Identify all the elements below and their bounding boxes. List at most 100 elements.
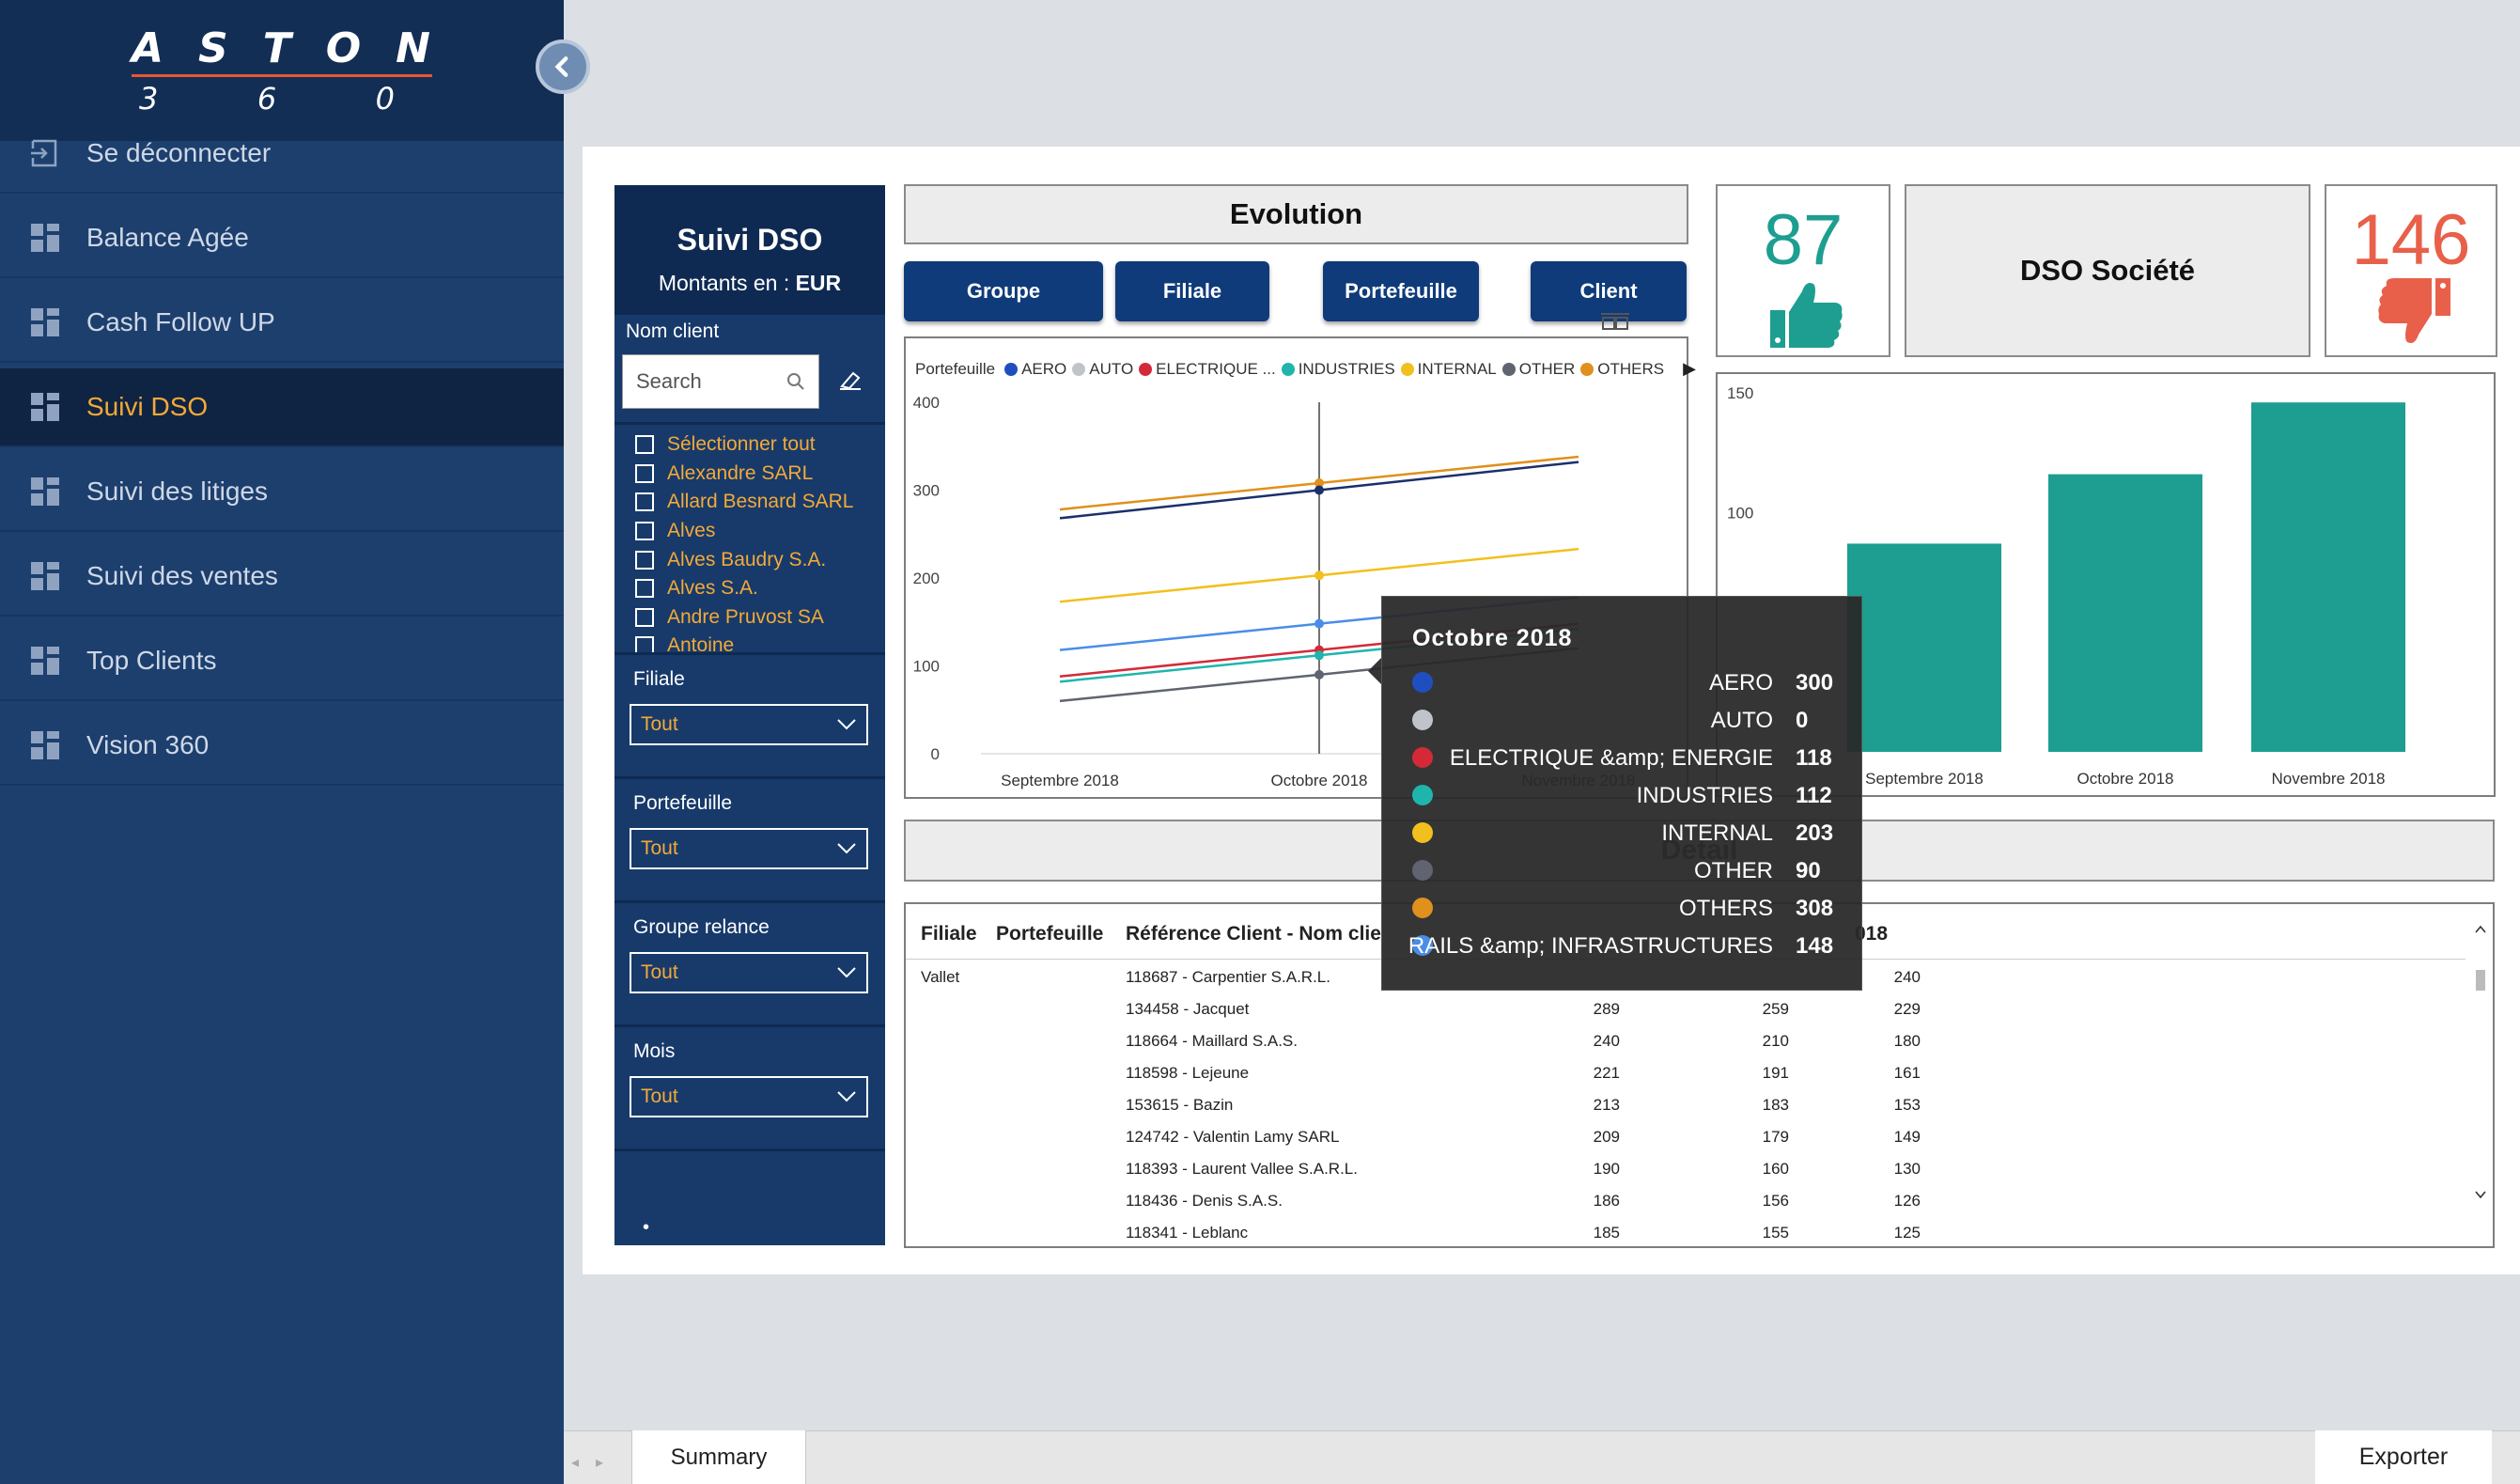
col-header-portefeuille[interactable]: Portefeuille: [996, 923, 1104, 945]
btn-groupe[interactable]: Groupe: [904, 261, 1103, 321]
dso-bar[interactable]: [2048, 474, 2202, 752]
client-list-item[interactable]: Alves: [614, 517, 885, 546]
cell-value-3: 161: [1893, 1064, 1921, 1082]
legend-dot: [1004, 362, 1019, 376]
cell-value-2: 155: [1762, 1224, 1789, 1242]
client-list-item[interactable]: Alexandre SARL: [614, 460, 885, 489]
nav-item-2[interactable]: Cash Follow UP: [0, 284, 564, 363]
legend-item[interactable]: OTHER: [1501, 360, 1575, 379]
legend-label: AUTO: [1089, 359, 1134, 378]
series-point[interactable]: [1314, 650, 1324, 661]
eraser-icon[interactable]: [836, 366, 864, 394]
client-list-item[interactable]: Allard Besnard SARL: [614, 488, 885, 517]
nav-item-5[interactable]: Suivi des ventes: [0, 538, 564, 617]
cell-value-2: 179: [1762, 1128, 1789, 1146]
collapse-sidebar-button[interactable]: [536, 39, 590, 94]
col-header-client[interactable]: Référence Client - Nom clie: [1126, 923, 1381, 945]
cell-value-2: 160: [1762, 1160, 1789, 1178]
tooltip-title: Octobre 2018: [1412, 625, 1573, 651]
cell-filiale: Vallet: [921, 968, 960, 986]
client-list-item[interactable]: Alves Baudry S.A.: [614, 545, 885, 574]
checkbox[interactable]: [635, 435, 654, 455]
nav-item-6[interactable]: Top Clients: [0, 622, 564, 701]
logo-digit: 6: [257, 81, 277, 117]
checkbox[interactable]: [635, 550, 654, 570]
series-point[interactable]: [1314, 618, 1324, 629]
client-search-input[interactable]: Search: [622, 354, 819, 409]
series-point[interactable]: [1314, 478, 1324, 489]
logo-letter: N: [396, 24, 432, 72]
chart-legend: Portefeuille AERO AUTO ELECTRIQUE ... INDUS…: [915, 359, 1696, 379]
btn-portefeuille[interactable]: Portefeuille: [1323, 261, 1479, 321]
filter-dropdown[interactable]: Tout: [630, 952, 868, 993]
tooltip-value: 308: [1796, 896, 1834, 921]
chart-tooltip: Octobre 2018 AERO 300 AUTO 0 ELECTRIQUE &amp…: [1381, 596, 1862, 991]
series-point[interactable]: [1314, 485, 1324, 495]
currency-line: Montants en : EUR: [614, 271, 885, 296]
client-filter-label: Nom client: [626, 320, 720, 342]
nav-label: Suivi des ventes: [86, 561, 278, 590]
evolution-header: Evolution: [904, 184, 1688, 244]
client-list-item[interactable]: Sélectionner tout: [614, 430, 885, 460]
nav-label: Se déconnecter: [86, 138, 272, 167]
nav-item-1[interactable]: Balance Agée: [0, 199, 564, 278]
currency-value: EUR: [795, 271, 842, 295]
checkbox[interactable]: [635, 463, 654, 483]
client-name: Allard Besnard SARL: [667, 491, 854, 513]
nav-item-4[interactable]: Suivi des litiges: [0, 453, 564, 532]
client-list-item[interactable]: Alves S.A.: [614, 574, 885, 603]
checkbox[interactable]: [635, 607, 654, 627]
checkbox[interactable]: [635, 522, 654, 541]
col-header-filiale[interactable]: Filiale: [921, 923, 977, 945]
client-list-item[interactable]: Antoine: [614, 632, 885, 652]
legend-item[interactable]: AERO: [1004, 360, 1066, 379]
dso-bar[interactable]: [2251, 402, 2405, 752]
cell-value-1: 186: [1593, 1192, 1620, 1210]
legend-item[interactable]: AUTO: [1072, 360, 1133, 379]
search-icon: [787, 373, 804, 390]
nav-item-7[interactable]: Vision 360: [0, 707, 564, 786]
client-list-item[interactable]: Andre Pruvost SA: [614, 603, 885, 633]
kpi-good-value: 87: [1763, 200, 1843, 280]
logo-letter: S: [198, 24, 230, 72]
filter-label: Groupe relance: [633, 916, 770, 938]
filter-dropdown[interactable]: Tout: [630, 1076, 868, 1117]
filter-dropdown[interactable]: Tout: [630, 828, 868, 869]
aston-360-logo: A S T O N 3 6 0: [132, 24, 432, 117]
col-header-period[interactable]: 018: [1855, 923, 1889, 945]
btn-filiale[interactable]: Filiale: [1115, 261, 1269, 321]
thumbs-up-icon: [1770, 283, 1843, 348]
dashboard-icon: [28, 644, 62, 678]
y-tick-label: 150: [1727, 384, 1753, 402]
legend-item[interactable]: INDUSTRIES: [1281, 360, 1395, 379]
series-point[interactable]: [1314, 570, 1324, 581]
btn-client[interactable]: Client: [1531, 261, 1687, 321]
tooltip-dot: [1412, 898, 1433, 918]
dashboard-icon: [28, 475, 62, 508]
cell-value-2: 259: [1762, 1000, 1789, 1018]
checkbox[interactable]: [635, 636, 654, 652]
focus-mode-icon[interactable]: [1601, 312, 1629, 331]
dso-societe-header: DSO Société: [1905, 184, 2310, 357]
dso-bar[interactable]: [1847, 543, 2001, 752]
checkbox[interactable]: [635, 492, 654, 512]
nav-item-0[interactable]: Se déconnecter: [0, 115, 564, 194]
cell-value-1: 209: [1593, 1128, 1620, 1146]
tab-summary[interactable]: Summary: [631, 1430, 806, 1484]
sidebar: A S T O N 3 6 0 Se déconnecter Balance Ag…: [0, 0, 564, 1484]
nav-item-3[interactable]: Suivi DSO: [0, 368, 564, 447]
detail-scrollbar[interactable]: [2472, 921, 2489, 1203]
legend-item[interactable]: ELECTRIQUE ...: [1139, 360, 1276, 379]
legend-item[interactable]: INTERNAL: [1400, 360, 1497, 379]
client-name: Alexandre SARL: [667, 461, 814, 484]
export-button[interactable]: Exporter: [2315, 1430, 2492, 1484]
dashboard-icon: [28, 305, 62, 339]
legend-item[interactable]: OTHERS: [1580, 360, 1664, 379]
tooltip-row: ELECTRIQUE &amp; ENERGIE 118: [1382, 740, 1863, 777]
page-nav-arrows[interactable]: ◂▸: [571, 1455, 621, 1471]
filter-dropdown[interactable]: Tout: [630, 704, 868, 745]
series-point[interactable]: [1314, 669, 1324, 680]
tooltip-row: AERO 300: [1382, 664, 1863, 702]
checkbox[interactable]: [635, 579, 654, 599]
legend-next-arrow-icon[interactable]: ▶: [1683, 359, 1696, 378]
